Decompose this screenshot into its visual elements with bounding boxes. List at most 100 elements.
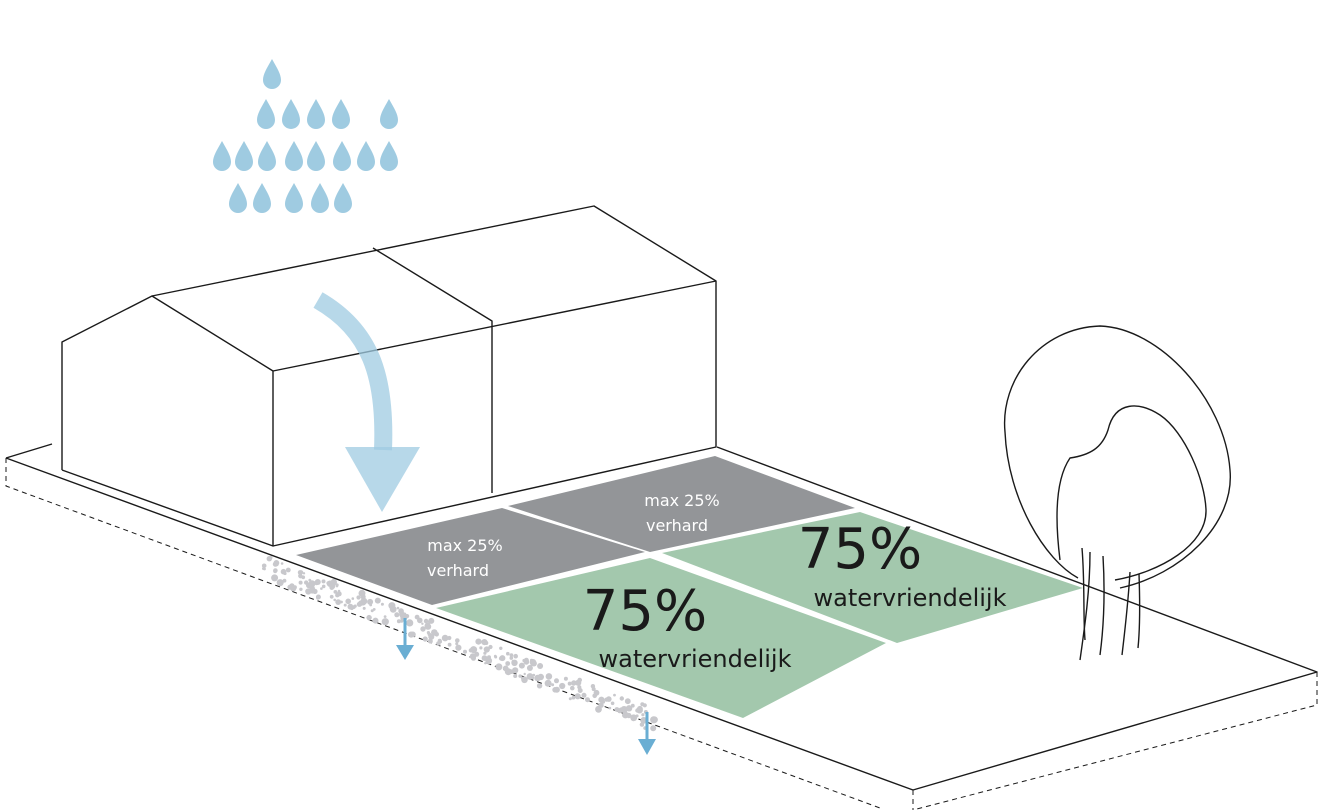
gravel-stone xyxy=(335,599,342,605)
gravel-stone xyxy=(635,708,640,713)
gravel-stone xyxy=(506,651,510,656)
front-green-label: watervriendelijk xyxy=(599,645,792,673)
gravel-stone xyxy=(298,580,303,585)
gravel-stone xyxy=(290,585,297,592)
gravel-stone xyxy=(559,682,566,690)
gravel-stone xyxy=(337,589,341,593)
tree-icon xyxy=(1003,325,1231,661)
gravel-stone xyxy=(314,580,319,586)
gravel-stone xyxy=(285,567,291,573)
back-green-area xyxy=(662,512,1083,643)
gravel-stone xyxy=(483,646,490,653)
gravel-stone xyxy=(509,653,514,658)
raindrop-icon xyxy=(235,141,253,171)
gravel-stone xyxy=(380,602,384,606)
gravel-stone xyxy=(366,614,372,621)
front-paved-label-line1: max 25% xyxy=(427,536,503,555)
gravel-stone xyxy=(420,626,426,632)
gravel-stone xyxy=(316,596,319,600)
gravel-stone xyxy=(370,609,374,613)
gravel-stone xyxy=(505,661,511,666)
raindrop-icon xyxy=(334,183,352,213)
gravel-stone xyxy=(351,597,355,600)
gravel-stone xyxy=(483,651,487,655)
gravel-stone xyxy=(598,696,605,703)
raindrop-icon xyxy=(311,183,329,213)
front-paved-area xyxy=(296,508,645,605)
raindrop-icon xyxy=(332,99,350,129)
gravel-stone xyxy=(343,603,347,607)
gravel-stone xyxy=(369,603,373,607)
gravel-stone xyxy=(302,572,306,575)
gravel-stone xyxy=(333,590,338,594)
back-plot xyxy=(508,456,1083,643)
gravel-stone xyxy=(567,681,572,686)
gravel-stone xyxy=(544,679,552,687)
gravel-stone xyxy=(577,688,583,693)
gravel-stone xyxy=(282,578,287,583)
gravel-stone xyxy=(479,646,483,650)
gravel-stone xyxy=(406,619,414,627)
gravel-stone xyxy=(414,614,420,620)
raindrop-icon xyxy=(307,99,325,129)
gravel-stone xyxy=(383,615,387,618)
raindrop-icon xyxy=(357,141,375,171)
gravel-stone xyxy=(622,711,629,719)
gravel-stone xyxy=(650,725,657,732)
raindrop-icon xyxy=(263,59,281,89)
gravel-stone xyxy=(396,619,401,624)
gravel-stone xyxy=(367,598,374,605)
gravel-stone xyxy=(381,618,389,626)
gravel-stone xyxy=(498,656,504,661)
gravel-stone xyxy=(618,707,623,712)
infiltration-arrow-right xyxy=(638,712,656,755)
gravel-stone xyxy=(474,651,480,657)
raindrop-icon xyxy=(380,141,398,171)
raindrop-icon xyxy=(333,141,351,171)
gravel-stone xyxy=(374,597,381,604)
gravel-stone xyxy=(641,713,645,717)
gravel-stone xyxy=(423,618,429,624)
gravel-stone xyxy=(513,653,518,659)
gravel-stone xyxy=(321,584,326,589)
gravel-stone xyxy=(329,594,334,599)
gravel-stone xyxy=(447,635,452,641)
gravel-stone xyxy=(402,612,407,617)
gravel-stone xyxy=(362,606,366,610)
gravel-stone xyxy=(335,585,339,588)
gravel-stone xyxy=(571,695,576,700)
gravel-stone xyxy=(301,575,306,580)
gravel-stone xyxy=(509,656,514,660)
gravel-stone xyxy=(571,680,577,686)
gravel-stone xyxy=(308,578,312,582)
gravel-stone xyxy=(306,582,312,589)
gravel-stone xyxy=(537,673,544,681)
gravel-stone xyxy=(299,587,303,591)
gravel-stone xyxy=(650,716,658,724)
raindrops-icon xyxy=(213,59,398,213)
back-paved-area xyxy=(508,456,855,552)
gravel-stone xyxy=(518,662,525,669)
gravel-stone xyxy=(554,678,559,684)
gravel-stone xyxy=(421,622,424,625)
gravel-stone xyxy=(455,642,459,646)
gravel-stone xyxy=(372,617,379,624)
gravel-stone xyxy=(511,659,518,666)
gravel-infiltration-strip xyxy=(261,556,658,732)
gravel-stone xyxy=(271,574,279,582)
gravel-stone xyxy=(360,595,364,599)
gravel-stone xyxy=(606,696,612,702)
gravel-stone xyxy=(455,638,460,643)
back-paved-label-line1: max 25% xyxy=(644,491,720,510)
gravel-stone xyxy=(593,689,600,696)
gravel-stone xyxy=(590,684,596,689)
raindrop-icon xyxy=(380,99,398,129)
gravel-stone xyxy=(345,598,352,605)
gravel-stone xyxy=(326,581,331,585)
gravel-stone xyxy=(360,597,368,605)
curved-arrow-icon xyxy=(313,292,420,512)
gravel-stone xyxy=(640,717,648,724)
gravel-stone xyxy=(608,706,612,710)
gravel-stone xyxy=(520,676,524,680)
gravel-stone xyxy=(495,663,503,671)
